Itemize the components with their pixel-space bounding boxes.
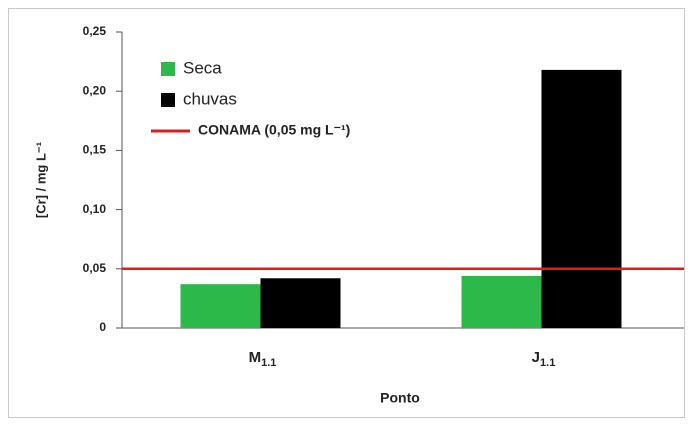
bar — [461, 275, 542, 328]
y-tick-label: 0,15 — [83, 143, 107, 157]
legend-label: Seca — [183, 58, 222, 77]
y-tick-label: 0 — [99, 320, 106, 334]
bar — [180, 284, 261, 328]
bar — [541, 69, 622, 328]
legend-label: CONAMA (0,05 mg L⁻¹) — [198, 122, 350, 138]
x-tick-label: J1.1 — [532, 349, 556, 369]
y-axis-title: [Cr] / mg L⁻¹ — [33, 142, 48, 218]
y-tick-label: 0,05 — [83, 261, 107, 275]
x-axis-title: Ponto — [380, 390, 420, 406]
legend-swatch — [161, 62, 175, 76]
legend-label: chuvas — [183, 89, 237, 108]
y-tick-label: 0,10 — [83, 202, 107, 216]
bar — [260, 278, 341, 328]
legend-swatch — [161, 93, 175, 107]
x-tick-label: M1.1 — [249, 349, 277, 369]
y-tick-label: 0,20 — [83, 83, 107, 97]
y-tick-label: 0,25 — [83, 24, 107, 38]
